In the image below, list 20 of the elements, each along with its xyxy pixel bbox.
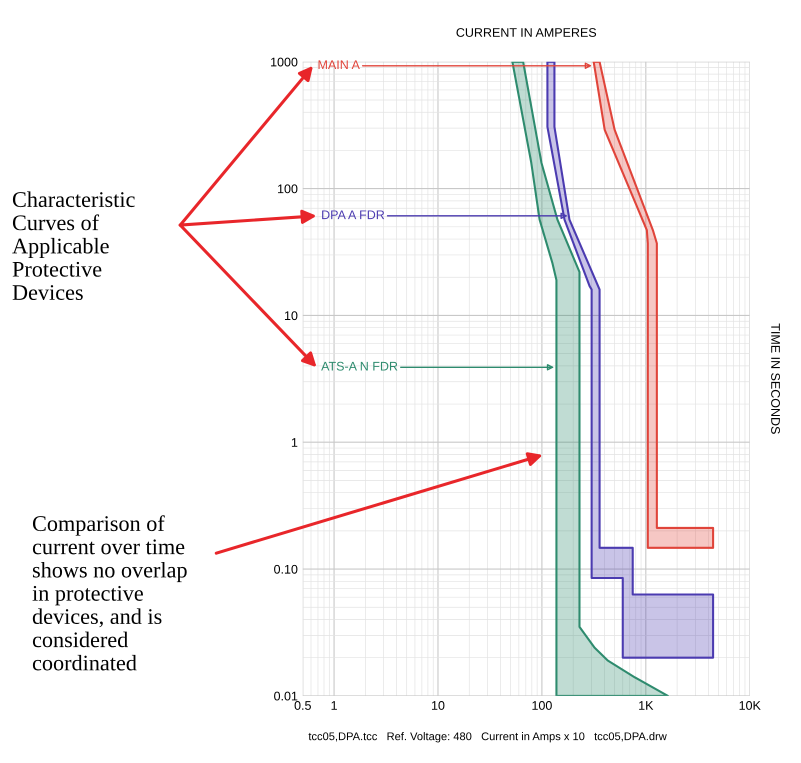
annotation: ATS-A N FDR: [321, 362, 398, 371]
x-tick-label: 10K: [740, 701, 761, 710]
x-tick-label: 0.5: [294, 701, 311, 710]
x-tick-label: 1K: [639, 701, 654, 710]
annotation: MAIN A: [318, 60, 360, 70]
y-tick-label: 1: [292, 438, 298, 447]
chart-title: CURRENT IN AMPERES: [456, 28, 596, 37]
x-tick-label: 10: [432, 701, 444, 710]
y-tick-label: 0.10: [274, 564, 298, 574]
text: Comparison of current over time shows no overlap in protective devices, and is considered coordinated: [32, 515, 187, 671]
y-tick-label: 100: [278, 184, 298, 194]
y-tick-label: 0.01: [274, 692, 298, 701]
text: tcc05,DPA.tcc Ref. Voltage: 480 Current in Amps x 10 tcc05,DPA.drw: [308, 732, 667, 742]
y-tick-label: 1000: [271, 58, 298, 66]
text: Characteristic Curves of Applicable Protective Devices: [12, 191, 135, 300]
y-tick-label: 10: [284, 311, 298, 320]
y-axis-title: TIME IN SECONDS: [771, 324, 780, 434]
x-tick-label: 1: [332, 701, 337, 710]
x-tick-label: 100: [532, 701, 552, 710]
annotation: DPA A FDR: [322, 210, 384, 220]
